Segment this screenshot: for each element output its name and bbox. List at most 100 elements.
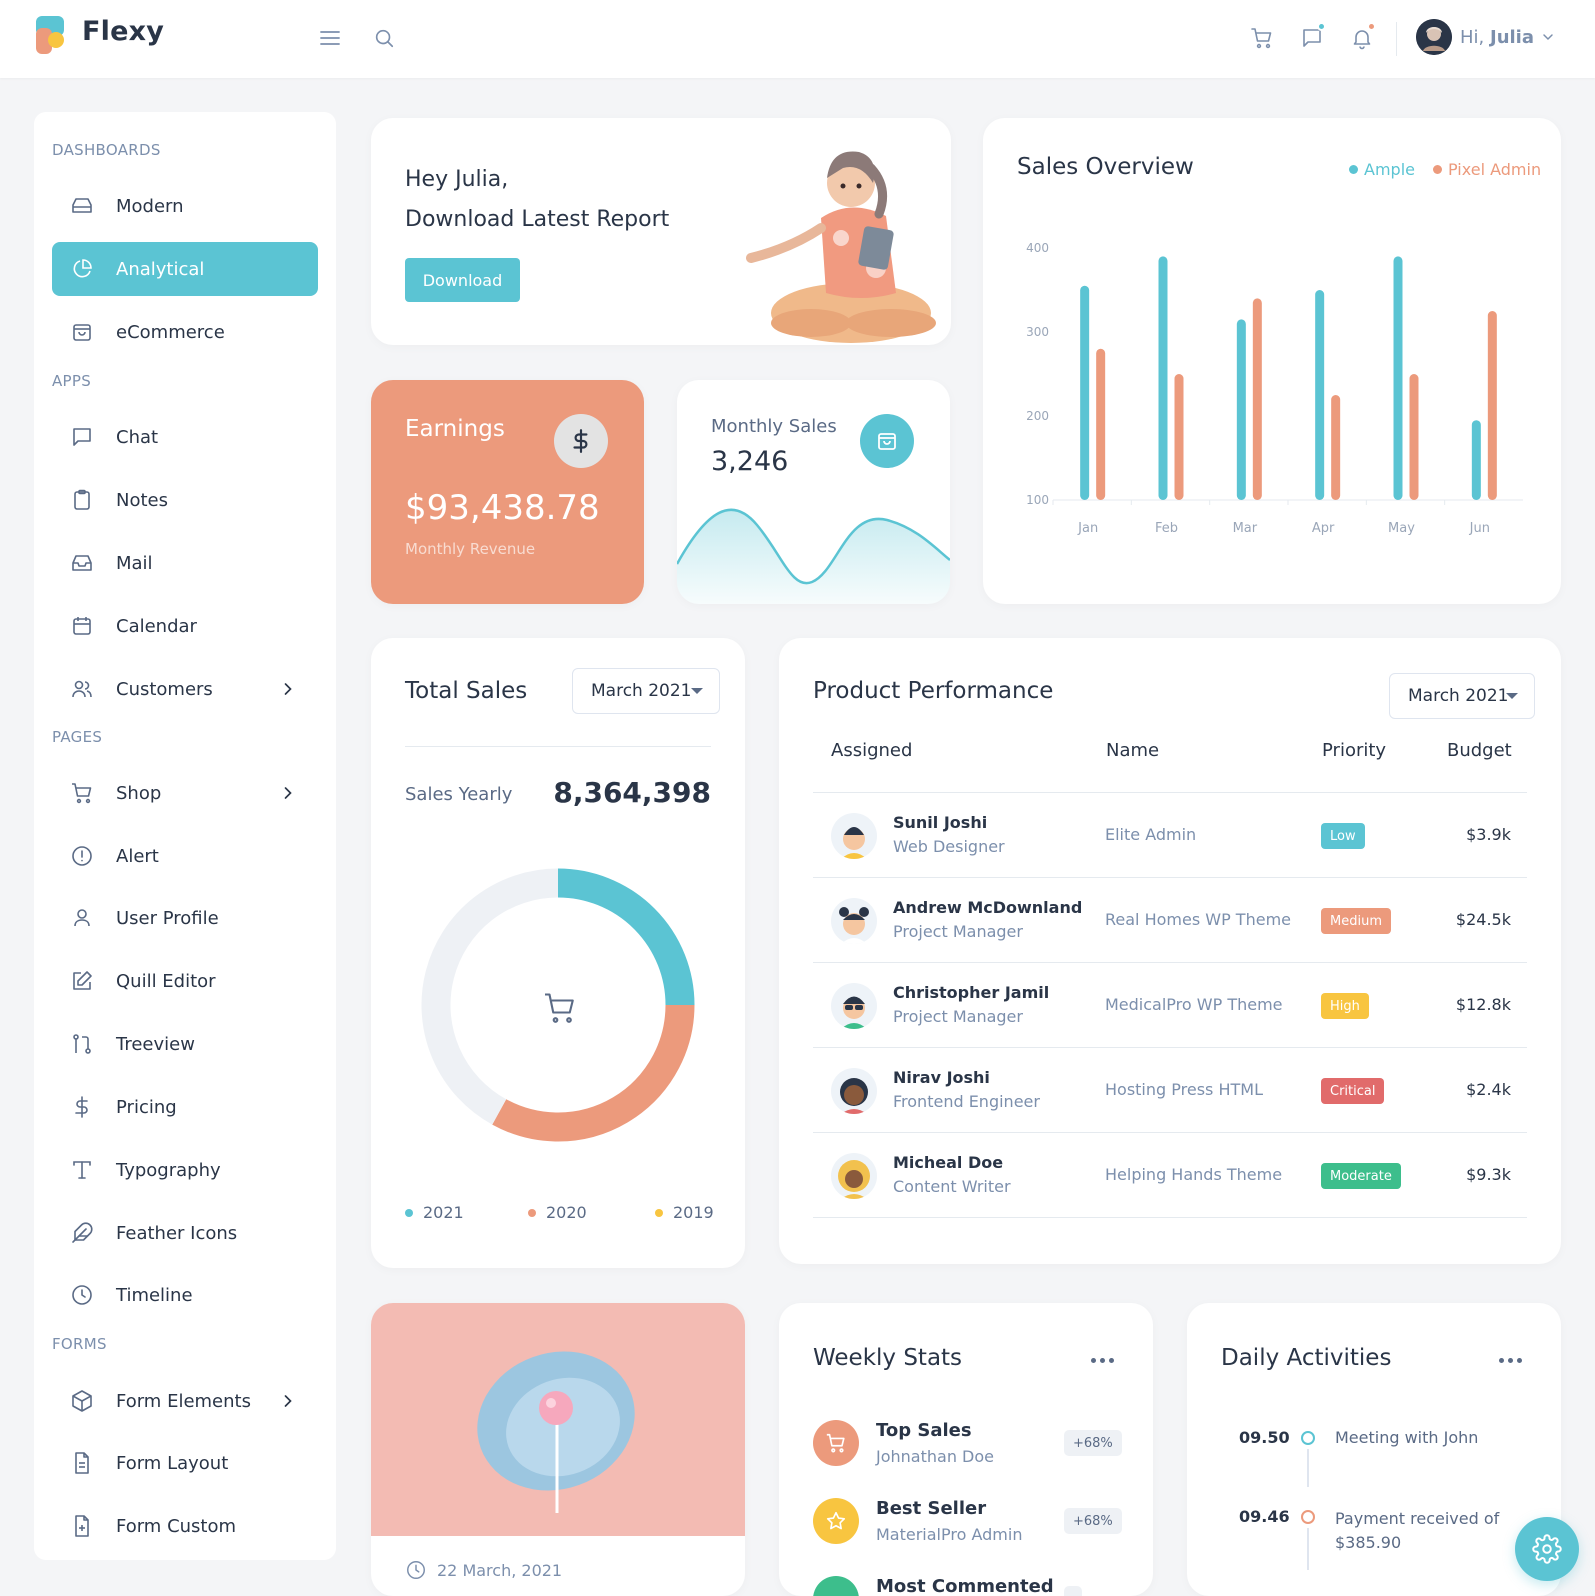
clipboard-icon: [68, 486, 96, 514]
sidebar-item-label: Calendar: [116, 615, 197, 637]
budget-value: $3.9k: [1466, 825, 1511, 844]
cart-icon: [541, 990, 579, 1030]
avatar: [831, 898, 877, 944]
activity-text: Payment received of $385.90: [1335, 1509, 1500, 1552]
priority-badge: Critical: [1321, 1078, 1385, 1104]
sidebar-item-ecommerce[interactable]: eCommerce: [52, 305, 318, 359]
legend-2019: 2019: [655, 1203, 714, 1222]
product-performance-month-select[interactable]: March 2021: [1389, 673, 1535, 719]
caret-down-icon: [691, 688, 703, 694]
y-tick-label: 100: [1026, 493, 1049, 507]
cart-icon[interactable]: [1248, 24, 1276, 52]
table-row[interactable]: Sunil Joshi Web Designer Elite Admin Low…: [813, 793, 1527, 877]
total-sales-donut-chart: [421, 868, 695, 1142]
table-row[interactable]: Andrew McDownland Project Manager Real H…: [813, 878, 1527, 962]
earnings-title: Earnings: [405, 416, 505, 442]
assignee-role: Project Manager: [893, 922, 1023, 941]
sidebar-item-chat[interactable]: Chat: [52, 410, 318, 464]
sidebar-section-apps: APPS: [52, 372, 92, 390]
x-tick-label: Jun: [1469, 521, 1490, 536]
dashboard-icon: [68, 192, 96, 220]
user-menu[interactable]: Hi, Julia: [1460, 27, 1556, 48]
user-avatar[interactable]: [1416, 19, 1452, 55]
x-tick-label: Jan: [1077, 521, 1098, 536]
stat-title: Top Sales: [876, 1420, 972, 1441]
search-icon[interactable]: [370, 24, 398, 52]
sidebar-item-label: Alert: [116, 845, 159, 867]
sidebar-item-pricing[interactable]: Pricing: [52, 1080, 318, 1134]
sidebar-item-form-elements[interactable]: Form Elements: [52, 1374, 318, 1428]
clock-icon: [407, 1561, 425, 1579]
daily-activities-title: Daily Activities: [1221, 1345, 1392, 1371]
blog-card[interactable]: 22 March, 2021: [371, 1303, 745, 1596]
dollar-icon: [68, 1093, 96, 1121]
table-row[interactable]: Nirav Joshi Frontend Engineer Hosting Pr…: [813, 1048, 1527, 1132]
sidebar-item-treeview[interactable]: Treeview: [52, 1017, 318, 1071]
sidebar-item-modern[interactable]: Modern: [52, 179, 318, 233]
select-value: March 2021: [591, 681, 692, 701]
bar-ample: [1393, 256, 1403, 500]
assignee-role: Web Designer: [893, 837, 1005, 856]
sidebar-item-mail[interactable]: Mail: [52, 536, 318, 590]
bar-ample: [1236, 319, 1246, 500]
column-header-priority: Priority: [1322, 740, 1387, 761]
menu-toggle-icon[interactable]: [316, 24, 344, 52]
sidebar-item-form-custom[interactable]: Form Custom: [52, 1499, 318, 1553]
sidebar-item-quill-editor[interactable]: Quill Editor: [52, 954, 318, 1008]
divider: [405, 746, 711, 747]
activity-text: Meeting with John: [1335, 1428, 1479, 1447]
sidebar-item-user-profile[interactable]: User Profile: [52, 891, 318, 945]
x-tick-label: May: [1388, 521, 1415, 536]
sidebar-item-customers[interactable]: Customers: [52, 662, 318, 716]
bar-ample: [1315, 290, 1325, 500]
table-row[interactable]: Christopher Jamil Project Manager Medica…: [813, 963, 1527, 1047]
sidebar-item-notes[interactable]: Notes: [52, 473, 318, 527]
column-header-budget: Budget: [1447, 740, 1512, 761]
sidebar-item-alert[interactable]: Alert: [52, 829, 318, 883]
sidebar-item-analytical[interactable]: Analytical: [52, 242, 318, 296]
sidebar-item-form-layout[interactable]: Form Layout: [52, 1436, 318, 1490]
sidebar-item-calendar[interactable]: Calendar: [52, 599, 318, 653]
total-sales-month-select[interactable]: March 2021: [572, 668, 720, 714]
sidebar-item-label: Notes: [116, 489, 168, 511]
app-name[interactable]: Flexy: [82, 16, 165, 47]
type-icon: [68, 1156, 96, 1184]
chevron-down-icon: [1543, 34, 1553, 41]
bar-pixel-admin: [1252, 298, 1262, 500]
sidebar-item-typography[interactable]: Typography: [52, 1143, 318, 1197]
welcome-card: Hey Julia, Download Latest Report Downlo…: [371, 118, 951, 345]
column-header-name: Name: [1106, 740, 1160, 761]
sidebar-item-label: User Profile: [116, 907, 219, 929]
flexy-logo-icon[interactable]: [36, 16, 70, 54]
sidebar-item-label: Customers: [116, 678, 213, 700]
sidebar-item-label: Quill Editor: [116, 970, 216, 992]
product-performance-card: Product Performance March 2021: [779, 638, 1561, 1264]
timeline-connector: [1307, 1449, 1309, 1487]
monthly-sales-sparkline: [677, 508, 950, 604]
download-button[interactable]: Download: [405, 258, 520, 302]
feather-icon: [68, 1219, 96, 1247]
table-row[interactable]: Micheal Doe Content Writer Helping Hands…: [813, 1133, 1527, 1217]
chevron-right-icon: [284, 683, 292, 695]
settings-fab[interactable]: [1515, 1517, 1579, 1581]
donut-slice-2021: [557, 868, 695, 1006]
legend-label: 2021: [423, 1203, 464, 1222]
sidebar-item-timeline[interactable]: Timeline: [52, 1268, 318, 1322]
daily-activities-card: Daily Activities 09.50 Meeting with John…: [1187, 1303, 1561, 1596]
blog-date-text: 22 March, 2021: [437, 1560, 563, 1580]
messages-icon[interactable]: [1298, 22, 1326, 52]
legend-marker: [405, 1208, 413, 1217]
sidebar-item-shop[interactable]: Shop: [52, 766, 318, 820]
x-tick-label: Feb: [1155, 521, 1178, 536]
cart-icon: [68, 779, 96, 807]
sidebar-item-label: Form Layout: [116, 1452, 229, 1474]
bell-icon[interactable]: [1348, 22, 1376, 52]
legend-label: 2020: [546, 1203, 587, 1222]
sidebar-item-label: Pricing: [116, 1096, 177, 1118]
more-options-icon[interactable]: [1499, 1358, 1522, 1363]
project-name: Real Homes WP Theme: [1105, 910, 1291, 929]
sidebar: DASHBOARDS Modern Analytical eCommerce A…: [34, 112, 336, 1560]
x-tick-label: Apr: [1312, 521, 1335, 536]
more-options-icon[interactable]: [1091, 1358, 1114, 1363]
sidebar-item-feather-icons[interactable]: Feather Icons: [52, 1206, 318, 1260]
